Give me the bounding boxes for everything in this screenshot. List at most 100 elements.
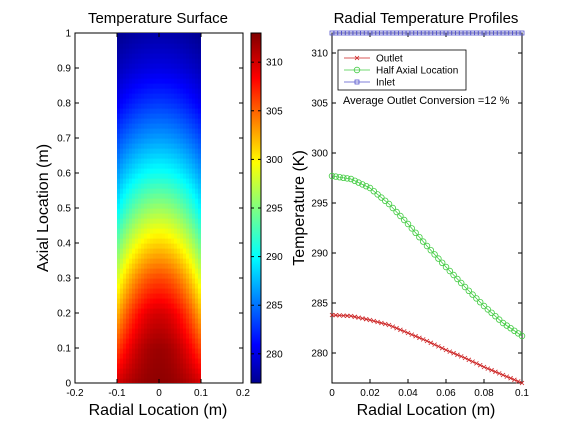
- surface-cell: [141, 58, 145, 64]
- surface-cell: [123, 108, 127, 114]
- surface-cell: [144, 53, 148, 59]
- surface-cell: [132, 283, 136, 289]
- surface-cell: [183, 138, 187, 144]
- surface-cell: [153, 143, 157, 149]
- surface-cell: [162, 148, 166, 154]
- surface-cell: [132, 38, 136, 44]
- surface-cell: [183, 358, 187, 364]
- surface-cell: [159, 188, 163, 194]
- surface-cell: [162, 33, 166, 39]
- surface-cell: [177, 238, 181, 244]
- surface-cell: [183, 88, 187, 94]
- surface-cell: [195, 138, 199, 144]
- surface-cell: [150, 118, 154, 124]
- surface-cell: [132, 208, 136, 214]
- surface-cell: [177, 363, 181, 369]
- surface-cell: [186, 223, 190, 229]
- surface-cell: [162, 48, 166, 54]
- surface-cell: [141, 128, 145, 134]
- surface-cell: [159, 323, 163, 329]
- surface-cell: [129, 133, 133, 139]
- surface-cell: [156, 33, 160, 39]
- surface-cell: [156, 313, 160, 319]
- surface-cell: [141, 138, 145, 144]
- series-point: [519, 30, 525, 36]
- surface-cell: [141, 158, 145, 164]
- surface-cell: [150, 233, 154, 239]
- surface-cell: [174, 48, 178, 54]
- surface-cell: [144, 173, 148, 179]
- surface-cell: [123, 153, 127, 159]
- surface-cell: [165, 38, 169, 44]
- surface-cell: [129, 228, 133, 234]
- surface-cell: [144, 38, 148, 44]
- surface-cell: [126, 283, 130, 289]
- surface-cell: [195, 358, 199, 364]
- surface-cell: [180, 108, 184, 114]
- surface-cell: [192, 133, 196, 139]
- series-point: [337, 313, 342, 318]
- x-tick-label: 0: [329, 388, 335, 399]
- surface-cell: [132, 378, 136, 383]
- surface-cell: [123, 343, 127, 349]
- surface-cell: [174, 108, 178, 114]
- surface-cell: [198, 248, 201, 254]
- surface-cell: [171, 38, 175, 44]
- surface-cell: [177, 148, 181, 154]
- surface-cell: [141, 343, 145, 349]
- surface-cell: [186, 168, 190, 174]
- surface-cell: [132, 353, 136, 359]
- surface-cell: [126, 58, 130, 64]
- surface-cell: [120, 93, 124, 99]
- surface-cell: [165, 83, 169, 89]
- surface-cell: [195, 68, 199, 74]
- surface-cell: [177, 118, 181, 124]
- surface-cell: [186, 33, 190, 39]
- surface-cell: [171, 113, 175, 119]
- surface-cell: [186, 193, 190, 199]
- surface-cell: [153, 173, 157, 179]
- surface-cell: [183, 158, 187, 164]
- surface-cell: [120, 98, 124, 104]
- surface-cell: [183, 128, 187, 134]
- surface-cell: [129, 348, 133, 354]
- surface-cell: [132, 58, 136, 64]
- surface-cell: [165, 288, 169, 294]
- surface-cell: [168, 203, 172, 209]
- series-point: [393, 208, 400, 216]
- surface-cell: [171, 273, 175, 279]
- surface-cell: [135, 283, 139, 289]
- surface-cell: [150, 48, 154, 54]
- colorbar-tick-label: 290: [266, 252, 283, 263]
- surface-cell: [174, 318, 178, 324]
- surface-cell: [162, 313, 166, 319]
- surface-cell: [162, 353, 166, 359]
- series-point: [447, 349, 453, 354]
- surface-cell: [129, 93, 133, 99]
- surface-cell: [162, 53, 166, 59]
- surface-cell: [171, 163, 175, 169]
- surface-cell: [126, 348, 130, 354]
- y-tick-label: 0.6: [57, 169, 71, 180]
- surface-cell: [150, 368, 154, 374]
- surface-cell: [138, 58, 142, 64]
- surface-cell: [132, 68, 136, 74]
- surface-cell: [147, 113, 151, 119]
- surface-cell: [117, 293, 121, 299]
- surface-cell: [162, 98, 166, 104]
- series-point: [481, 364, 487, 370]
- surface-cell: [147, 168, 151, 174]
- surface-cell: [123, 168, 127, 174]
- surface-cell: [135, 333, 139, 339]
- surface-cell: [174, 358, 178, 364]
- surface-cell: [129, 43, 133, 49]
- series-point: [493, 369, 498, 375]
- surface-cell: [141, 328, 145, 334]
- surface-cell: [120, 228, 124, 234]
- surface-cell: [180, 193, 184, 199]
- surface-cell: [150, 228, 154, 234]
- surface-cell: [135, 318, 139, 324]
- series-point: [450, 271, 457, 279]
- surface-cell: [159, 293, 163, 299]
- surface-cell: [168, 353, 172, 359]
